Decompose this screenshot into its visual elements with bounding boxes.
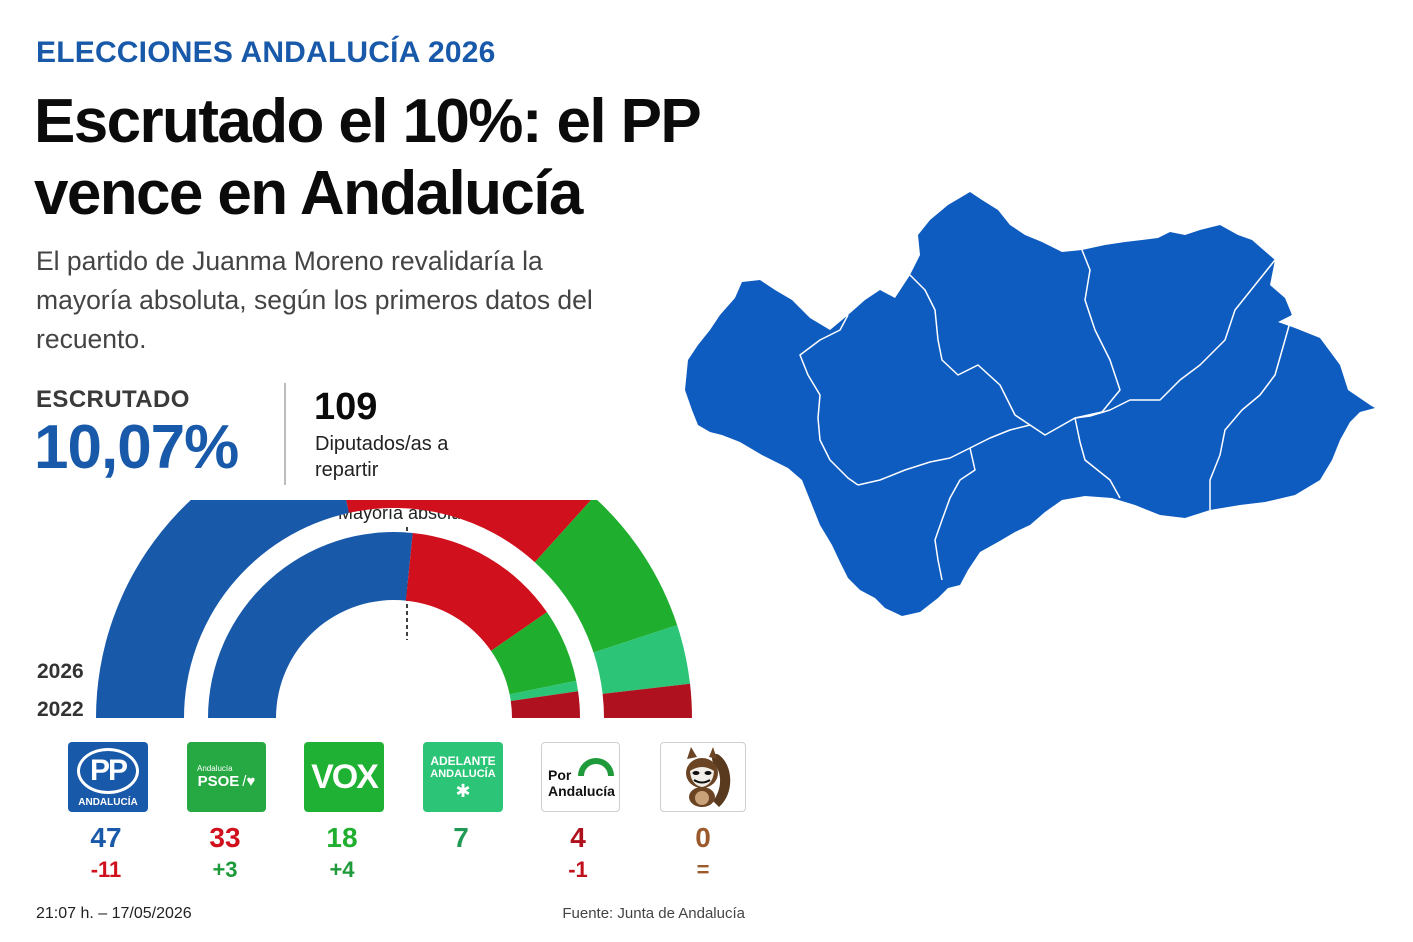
andalucia-map <box>685 192 1375 616</box>
seats-label: Diputados/as a repartir <box>315 433 449 481</box>
map-outline <box>685 192 1375 616</box>
seat-change: -11 <box>90 857 122 882</box>
source: Fuente: Junta de Andalucía <box>562 905 745 922</box>
adelante-logo: ADELANTE ANDALUCÍA ✱ <box>423 742 503 812</box>
arc-seats_2026-1 <box>346 500 592 563</box>
seat-change: +4 <box>329 857 355 882</box>
seat-count: 33 <box>209 822 241 853</box>
adelante-logo-line2: ANDALUCÍA <box>430 768 496 780</box>
por-andalucia-logo-line2: Andalucía <box>548 783 615 799</box>
seat-count: 47 <box>90 822 122 853</box>
seat-count: 18 <box>326 822 358 853</box>
seats-total: 109 <box>314 386 378 428</box>
arc-seats_2022-1 <box>405 532 547 651</box>
seat-count: 0 <box>695 822 711 853</box>
row-label-2022: 2022 <box>37 698 84 721</box>
hemicycle-row-2022 <box>208 532 580 718</box>
subtitle: El partido de Juanma Moreno revalidaría … <box>36 246 593 354</box>
pp-logo-text: PP <box>89 754 128 787</box>
seat-change: -1 <box>568 857 588 882</box>
arc-seats_2022-2 <box>491 612 577 695</box>
arc-seats_2026-2 <box>534 500 678 653</box>
kicker: ELECCIONES ANDALUCÍA 2026 <box>36 36 496 69</box>
seat-change: +3 <box>212 857 238 882</box>
vox-logo: VOX <box>304 742 384 812</box>
seat-count: 4 <box>570 822 586 853</box>
heart-icon: /♥ <box>242 773 256 790</box>
seat-change: = <box>696 857 710 882</box>
psoe-logo-small: Andalucía <box>197 764 233 773</box>
squirrel-mascot-icon <box>660 742 746 812</box>
star-icon: ✱ <box>455 781 471 801</box>
pp-logo-sub: ANDALUCÍA <box>78 797 138 808</box>
por-andalucia-logo: Por Andalucía <box>541 742 620 812</box>
pp-logo: PP ANDALUCÍA <box>68 742 148 812</box>
psoe-logo: Andalucía PSOE /♥ <box>187 742 266 812</box>
arc-seats_2026-3 <box>593 625 691 694</box>
arc-seats_2026-0 <box>96 500 349 718</box>
vox-logo-text: VOX <box>311 757 379 796</box>
hemicycle-row-2026 <box>96 500 692 718</box>
headline: Escrutado el 10%: el PP vence en Andaluc… <box>34 87 701 228</box>
seat-count: 7 <box>453 822 469 853</box>
adelante-logo-line1: ADELANTE <box>430 754 496 768</box>
por-andalucia-logo-line1: Por <box>548 767 572 783</box>
rainbow-arc-icon <box>578 758 614 777</box>
timestamp: 21:07 h. – 17/05/2026 <box>36 905 192 922</box>
scrutinized-label: ESCRUTADO <box>36 386 190 413</box>
arc-seats_2026-4 <box>602 683 692 718</box>
stats-divider <box>284 383 286 485</box>
row-label-2026: 2026 <box>37 660 84 683</box>
hemicycle-chart: Mayoría absoluta 2026 2022 <box>37 500 692 721</box>
arc-seats_2022-0 <box>208 532 413 718</box>
arc-seats_2022-3 <box>509 680 579 702</box>
psoe-logo-text: PSOE <box>197 773 240 790</box>
arc-seats_2022-4 <box>510 691 580 718</box>
scrutinized-value: 10,07% <box>34 413 239 482</box>
province-borders <box>799 249 1293 581</box>
